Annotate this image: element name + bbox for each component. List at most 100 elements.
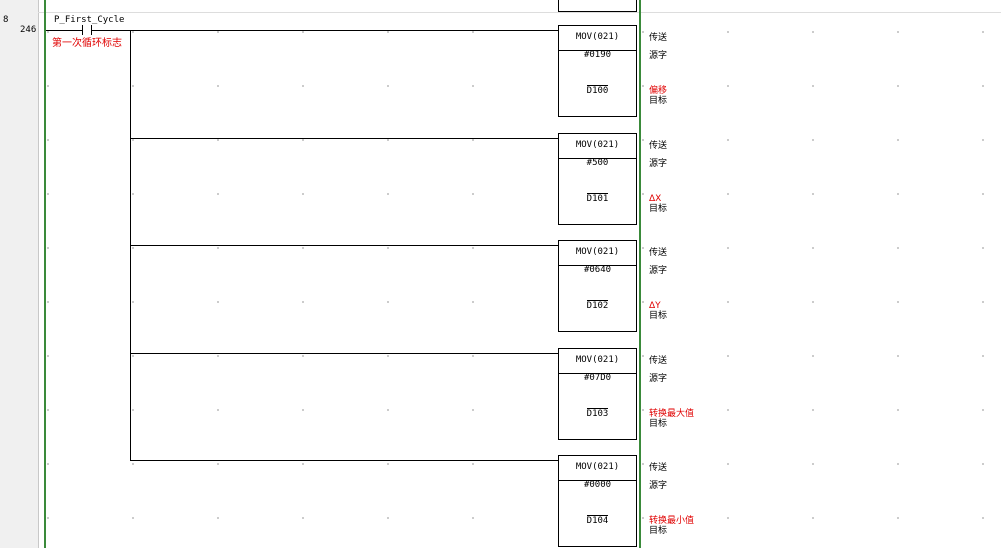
previous-instruction-box[interactable] [558,0,637,12]
grid-dot [47,85,49,87]
grid-dot [217,517,219,519]
grid-dot [897,409,899,411]
grid-dot [472,463,474,465]
dest-operand: D101 [586,192,609,204]
grid-dot [132,193,134,195]
grid-dot [727,463,729,465]
grid-dot [387,85,389,87]
dest-operand: D104 [586,515,609,526]
grid-dot [642,31,644,33]
grid-dot [472,301,474,303]
mov-instruction-box[interactable]: MOV(021) #500 D101 [558,132,637,225]
source-comment: 源字 [649,266,668,276]
grid-dot [727,85,729,87]
contact-name: P_First_Cycle [54,15,125,25]
grid-dot [642,85,644,87]
rung-wire [130,352,558,354]
instruction-comment: 传送 [649,355,668,366]
grid-dot [642,139,644,141]
grid-dot [642,355,644,357]
grid-dot [982,139,984,141]
source-operand: #0190 [583,50,612,60]
grid-dot [387,301,389,303]
grid-dot [387,139,389,141]
dest-symbol-comment: ΔX [649,193,662,204]
right-power-rail [639,0,641,548]
dest-symbol-comment: ΔY [649,301,661,311]
grid-dot [132,517,134,519]
source-operand: #0640 [583,265,612,275]
grid-dot [642,301,644,303]
grid-dot [897,139,899,141]
grid-dot [982,193,984,195]
grid-dot [387,517,389,519]
grid-dot [642,409,644,411]
grid-dot [897,301,899,303]
rung-wire [130,30,558,31]
grid-dot [472,193,474,195]
grid-dot [47,247,49,249]
grid-dot [727,409,729,411]
grid-dot [812,139,814,141]
grid-dot [387,247,389,249]
dest-symbol-comment: 转换最小值 [649,516,695,526]
grid-dot [812,31,814,33]
rung-wire [130,137,558,139]
instruction-comment: 传送 [649,463,668,473]
grid-dot [302,139,304,141]
grid-dot [472,31,474,33]
grid-dot [812,355,814,357]
grid-dot [217,139,219,141]
grid-dot [982,85,984,87]
grid-dot [302,193,304,195]
grid-dot [982,247,984,249]
grid-dot [47,301,49,303]
dest-operand: D102 [586,300,609,311]
instruction-comment: 传送 [649,248,668,258]
grid-dot [472,139,474,141]
grid-dot [812,193,814,195]
grid-dot [132,463,134,465]
grid-dot [132,409,134,411]
grid-dot [982,355,984,357]
grid-dot [132,301,134,303]
mov-instruction-box[interactable]: MOV(021) #0640 D102 [558,240,637,332]
grid-dot [727,517,729,519]
dest-operand: D103 [586,407,609,419]
mov-instruction-box[interactable]: MOV(021) #0190 D100 [558,25,637,117]
grid-dot [982,301,984,303]
grid-dot [812,409,814,411]
instruction-comment: 传送 [649,140,668,151]
rung-number: 8 [3,15,9,25]
source-operand: #500 [586,157,609,168]
left-power-rail [44,0,46,548]
grid-dot [982,409,984,411]
grid-dot [897,85,899,87]
grid-dot [47,409,49,411]
grid-dot [387,463,389,465]
grid-dot [302,463,304,465]
grid-dot [982,517,984,519]
grid-dot [132,139,134,141]
grid-dot [47,31,49,33]
grid-dot [897,31,899,33]
grid-dot [727,31,729,33]
grid-dot [812,85,814,87]
grid-dot [642,517,644,519]
mov-instruction-box[interactable]: MOV(021) #07D0 D103 [558,347,637,440]
grid-dot [897,463,899,465]
grid-dot [132,247,134,249]
mov-instruction-box[interactable]: MOV(021) #0000 D104 [558,455,637,547]
grid-dot [47,139,49,141]
grid-dot [897,355,899,357]
grid-dot [727,247,729,249]
instruction-name: MOV(021) [575,354,620,365]
dest-operand: D100 [586,85,609,96]
grid-dot [217,85,219,87]
grid-dot [472,355,474,357]
rung-wire [130,460,558,461]
dest-symbol-comment: 偏移 [649,86,668,96]
grid-dot [302,517,304,519]
instruction-name: MOV(021) [575,462,620,472]
line-number-gutter [0,0,39,548]
